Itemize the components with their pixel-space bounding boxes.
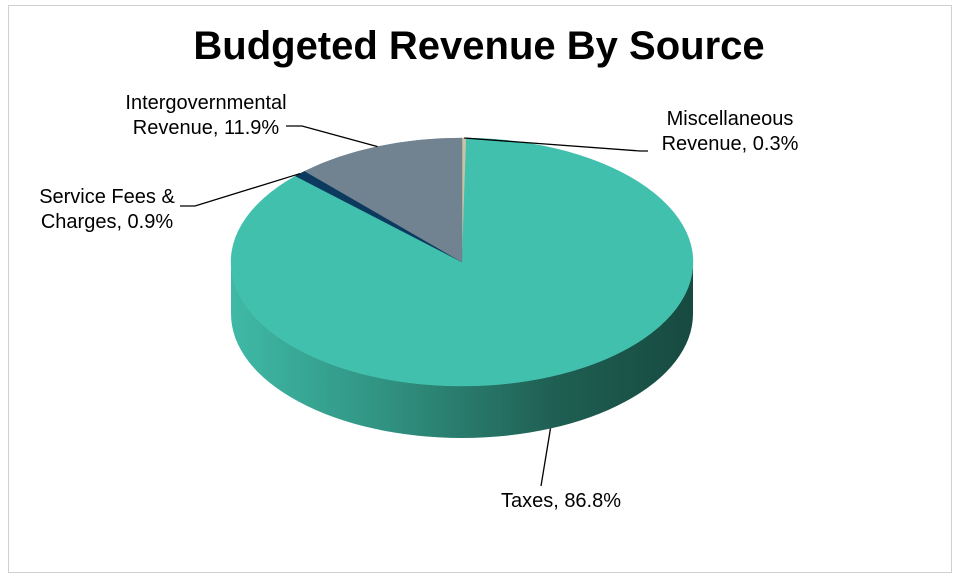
data-label-line: Taxes, 86.8% <box>501 490 621 512</box>
chart-title: Budgeted Revenue By Source <box>193 24 765 68</box>
leader-line-miscellaneous-revenue <box>464 137 648 152</box>
slice-side-taxes <box>231 262 693 438</box>
data-label-line: Miscellaneous <box>667 108 794 130</box>
leader-line-service-fees-and-charges <box>180 172 301 207</box>
data-label-taxes: Taxes, 86.8% <box>501 490 621 512</box>
leader-line-intergovernmental-revenue <box>286 125 378 148</box>
data-label-line: Intergovernmental <box>125 92 286 114</box>
data-label-line: Service Fees & <box>39 186 175 208</box>
data-label-line: Revenue, 11.9% <box>133 117 280 139</box>
data-label-miscellaneous-revenue: Miscellaneous Revenue, 0.3% <box>662 108 799 155</box>
slice-intergovernmental-revenue <box>304 137 463 263</box>
data-label-service-fees-and-charges: Service Fees & Charges, 0.9% <box>39 186 175 233</box>
data-label-line: Revenue, 0.3% <box>662 133 799 155</box>
data-label-intergovernmental-revenue: Intergovernmental Revenue, 11.9% <box>125 92 286 139</box>
leader-line-taxes <box>540 428 552 487</box>
data-label-line: Charges, 0.9% <box>41 211 174 233</box>
